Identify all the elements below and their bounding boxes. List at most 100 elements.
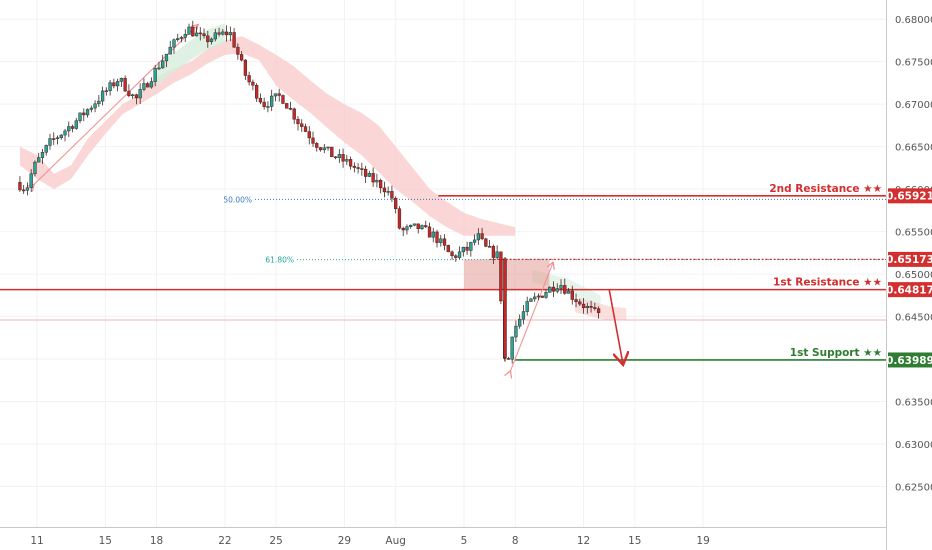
candle-bearish <box>574 299 578 302</box>
candle-bullish <box>97 100 101 105</box>
candle-bearish <box>454 255 458 258</box>
time-tick-label: 12 <box>577 535 590 547</box>
candle-bearish <box>112 82 116 87</box>
candle-bullish <box>270 95 274 107</box>
candle-bullish <box>322 147 326 151</box>
candle-bearish <box>206 35 210 43</box>
candle-bearish <box>341 154 345 162</box>
candle-bearish <box>318 147 323 151</box>
candle-bearish <box>371 173 375 183</box>
candle-bearish <box>239 54 244 61</box>
candle-bearish <box>134 94 139 99</box>
candle-bullish <box>74 120 78 129</box>
candle-bullish <box>149 81 154 88</box>
candle-bullish <box>164 53 169 62</box>
projection-arrow-down <box>608 289 623 363</box>
candle-bearish <box>390 191 394 199</box>
level-label: 2nd Resistance ★★ <box>769 183 882 195</box>
time-tick-label: 8 <box>512 535 519 547</box>
time-tick-label: 15 <box>628 535 641 547</box>
price-tag-label: 0.65173 <box>886 254 932 266</box>
candle-bearish <box>427 226 432 238</box>
time-tick-label: 18 <box>150 535 163 547</box>
candle-bearish <box>330 146 334 158</box>
candle-bearish <box>82 112 86 116</box>
candle-bullish <box>40 151 45 158</box>
time-tick-label: 15 <box>99 535 112 547</box>
candle-bullish <box>179 37 184 39</box>
candle-bearish <box>348 159 353 167</box>
candle-bullish <box>555 288 559 292</box>
candle-bullish <box>176 38 180 41</box>
candle-bearish <box>202 33 206 37</box>
candle-bearish <box>146 83 150 88</box>
level-label: 1st Support ★★ <box>790 347 882 359</box>
candle-bearish <box>311 137 315 144</box>
candle-bullish <box>142 83 146 90</box>
candle-bearish <box>198 32 202 35</box>
candle-bullish <box>25 187 30 191</box>
candle-bullish <box>409 224 413 227</box>
candle-bearish <box>285 103 289 109</box>
candle-bullish <box>157 67 161 70</box>
candle-bearish <box>465 246 469 251</box>
candle-bearish <box>360 168 364 170</box>
candle-bearish <box>442 238 447 246</box>
candle-bearish <box>397 208 402 229</box>
candle-bearish <box>506 358 511 360</box>
time-axis: 11 15 18 22 25 29 Aug 5 8 12 15 19 <box>0 527 886 547</box>
candle-bullish <box>93 103 97 109</box>
price-tag <box>888 188 932 204</box>
candle-bearish <box>254 84 259 99</box>
candle-bullish <box>78 112 82 121</box>
candle-bearish <box>363 168 368 177</box>
candle-bearish <box>570 290 574 300</box>
candle-bullish <box>420 225 424 229</box>
candle-bullish <box>48 138 52 146</box>
support-resistance-lines: 2nd Resistance ★★ 1st Resistance ★★ 1st Su… <box>0 183 886 361</box>
candle-bearish <box>578 301 582 305</box>
candle-bullish <box>100 90 105 102</box>
candle-bearish <box>450 251 454 257</box>
candle-bullish <box>67 126 71 132</box>
candle-bearish <box>70 126 75 129</box>
fibonacci-label: 61.80% <box>265 256 294 265</box>
candle-bearish <box>593 307 597 309</box>
candle-bearish <box>232 32 236 48</box>
time-tick-label: 22 <box>218 535 231 547</box>
time-tick-label: 11 <box>30 535 43 547</box>
candle-bearish <box>382 187 387 193</box>
candle-bullish <box>518 318 522 327</box>
candle-bullish <box>221 31 225 35</box>
candle-bearish <box>435 231 439 243</box>
candle-bullish <box>55 137 60 140</box>
candle-bearish <box>446 245 450 253</box>
candle-bullish <box>337 154 341 158</box>
candle-bullish <box>168 46 172 55</box>
price-tag-label: 0.64817 <box>886 284 932 296</box>
candle-bearish <box>401 227 405 231</box>
candle-bullish <box>85 109 90 116</box>
candle-bullish <box>63 130 67 136</box>
candle-bullish <box>209 38 214 43</box>
candle-bearish <box>424 225 428 228</box>
candle-bearish <box>296 119 300 125</box>
candle-bearish <box>262 101 266 107</box>
candle-bullish <box>108 82 112 91</box>
candle-bearish <box>303 126 308 132</box>
candle-bearish <box>356 167 360 169</box>
candle-bearish <box>487 246 492 248</box>
candle-bearish <box>596 308 601 313</box>
candle-bearish <box>127 90 131 96</box>
candle-bearish <box>22 189 26 192</box>
candle-bullish <box>559 285 563 289</box>
candle-bullish <box>431 231 435 238</box>
candle-bullish <box>548 286 552 293</box>
